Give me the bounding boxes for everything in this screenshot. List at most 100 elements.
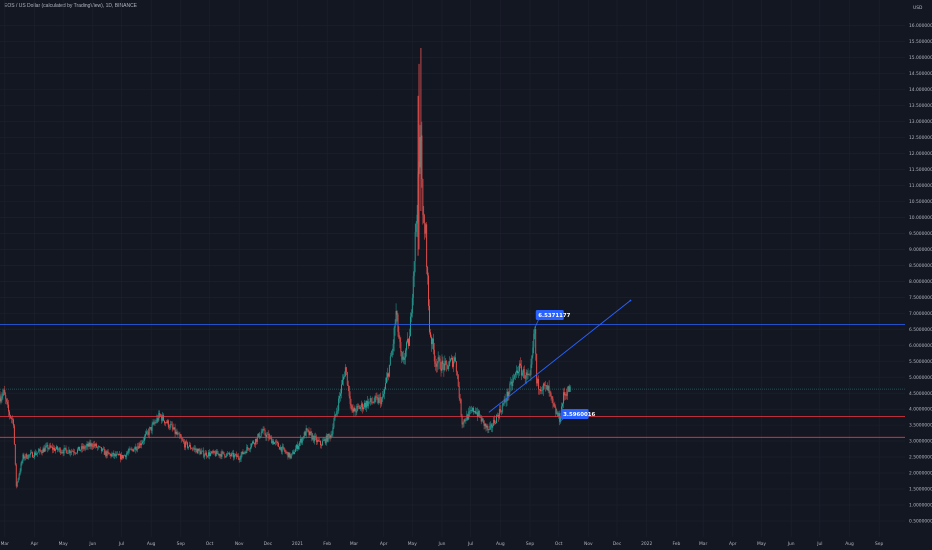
candle-body bbox=[412, 276, 414, 298]
candle-body bbox=[305, 428, 307, 436]
price-tick-label: 16.0000000 bbox=[909, 23, 932, 29]
candle-body bbox=[357, 405, 359, 407]
candle-body bbox=[364, 402, 366, 408]
price-tick-label: 14.0000000 bbox=[909, 87, 932, 93]
candle-body bbox=[199, 450, 201, 455]
candle-body bbox=[314, 436, 316, 442]
time-axis[interactable]: Mar Apr May Jun Jul Aug Sep Oct Nov Dec 2021 Feb Mar… bbox=[1, 541, 884, 547]
candle-body bbox=[375, 396, 377, 398]
candle-body bbox=[526, 372, 528, 376]
candle-body bbox=[206, 452, 208, 457]
time-tick-label: 2022 bbox=[641, 541, 652, 547]
candle-body bbox=[39, 449, 41, 451]
candle-body bbox=[428, 275, 430, 306]
candle-body bbox=[260, 432, 262, 437]
candle-body bbox=[354, 407, 356, 412]
time-tick-label: Apr bbox=[729, 541, 737, 547]
price-axis[interactable]: USD 0.5000000 1.0000000 1.5000000 2.0000000 2… bbox=[905, 0, 932, 550]
candle-body bbox=[232, 453, 234, 458]
candle-body bbox=[93, 444, 95, 447]
candle-body bbox=[301, 437, 303, 443]
candle-body bbox=[154, 422, 156, 424]
candle-body bbox=[271, 437, 273, 444]
candle-body bbox=[137, 446, 139, 450]
candle-body bbox=[253, 441, 254, 444]
candle-body bbox=[465, 420, 467, 422]
candle-body bbox=[257, 433, 259, 437]
candle-body bbox=[217, 453, 219, 455]
candle-body bbox=[222, 451, 224, 453]
candle-body bbox=[274, 442, 276, 445]
candle-body bbox=[386, 377, 387, 384]
candle-body bbox=[441, 360, 443, 371]
candle-body bbox=[72, 451, 74, 452]
candle-body bbox=[369, 398, 371, 402]
candle-body bbox=[212, 450, 214, 453]
candle-body bbox=[460, 399, 462, 416]
candle-body bbox=[317, 440, 319, 443]
candle-body bbox=[41, 452, 43, 454]
annotation-box bbox=[560, 409, 589, 420]
candle-body bbox=[149, 427, 151, 429]
candle-body bbox=[401, 352, 403, 360]
candle-body bbox=[332, 427, 334, 435]
candle-body bbox=[485, 423, 487, 428]
candle-body bbox=[403, 356, 405, 360]
candle-body bbox=[142, 441, 143, 444]
candle-body bbox=[174, 427, 176, 434]
candle-body bbox=[286, 452, 288, 453]
candle-body bbox=[224, 454, 226, 457]
candle-body bbox=[245, 451, 247, 454]
candle-body bbox=[499, 408, 501, 412]
candle-body bbox=[438, 357, 440, 359]
trend-line-layer[interactable] bbox=[488, 299, 632, 413]
candle-body bbox=[427, 267, 429, 276]
candle-body bbox=[140, 443, 142, 446]
candle-body bbox=[336, 411, 338, 414]
time-tick-label: Mar bbox=[350, 541, 358, 547]
candle-body bbox=[272, 440, 274, 444]
candle-body bbox=[537, 379, 539, 384]
candle-body bbox=[110, 454, 112, 457]
candle-body bbox=[426, 224, 428, 268]
candle-body bbox=[313, 435, 315, 442]
candle-body bbox=[204, 455, 206, 457]
candle-body bbox=[156, 418, 158, 423]
price-annotations[interactable]: 6.5371177 3.5960016 bbox=[534, 310, 596, 423]
candle-body bbox=[192, 448, 194, 450]
candle-body bbox=[374, 396, 376, 402]
candle-body bbox=[276, 441, 277, 443]
price-tick-label: 6.5000000 bbox=[909, 327, 932, 333]
candle-body bbox=[86, 444, 88, 446]
candle-body bbox=[134, 446, 136, 450]
candle-body bbox=[238, 458, 240, 460]
candle-body bbox=[47, 445, 49, 450]
candle-body bbox=[328, 434, 330, 436]
candle-body bbox=[161, 415, 163, 421]
candle-body bbox=[501, 405, 503, 412]
candle-body bbox=[146, 431, 148, 433]
candle-body bbox=[11, 417, 12, 419]
candle-body bbox=[557, 412, 559, 417]
candle-body bbox=[493, 419, 495, 426]
candle-body bbox=[4, 389, 6, 395]
candle-body bbox=[263, 429, 265, 430]
candle-body bbox=[157, 418, 159, 421]
candle-body bbox=[431, 336, 432, 345]
candle-body bbox=[373, 401, 375, 403]
price-tick-label: 3.5000000 bbox=[909, 423, 932, 429]
time-tick-label: Jun bbox=[438, 541, 446, 547]
candle-body bbox=[239, 458, 241, 460]
candle-body bbox=[92, 446, 94, 448]
candle-body bbox=[18, 474, 20, 479]
candle-body bbox=[209, 452, 210, 456]
candle-body bbox=[307, 429, 309, 431]
candle-body bbox=[453, 361, 454, 367]
candle-body bbox=[211, 451, 213, 453]
candle-body bbox=[277, 442, 279, 447]
candle-body bbox=[191, 448, 193, 450]
price-tick-label: 9.5000000 bbox=[909, 231, 932, 237]
candle-body bbox=[409, 316, 411, 337]
candle-body bbox=[334, 414, 336, 421]
